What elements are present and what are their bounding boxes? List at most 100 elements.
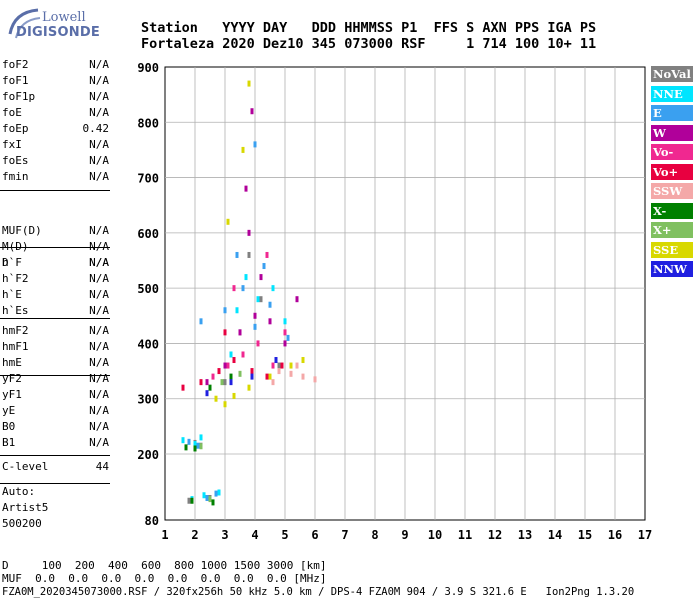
- param-name: foEs: [2, 154, 29, 167]
- data-point-sse: [241, 146, 245, 153]
- param-name: h`F: [2, 256, 22, 269]
- header-values: Fortaleza 2020 Dez10 345 073000 RSF 1 71…: [141, 36, 597, 52]
- param-name: h`Es: [2, 304, 29, 317]
- logo-text-lowell: Lowell: [42, 10, 86, 25]
- param-value: N/A: [89, 58, 109, 71]
- autoscaling-line1: Auto:: [2, 485, 36, 498]
- param-value: N/A: [89, 170, 109, 183]
- param-row-mufd: MUF(D) N/A: [2, 223, 109, 239]
- data-point-sse: [214, 395, 218, 402]
- param-name: hmF2: [2, 324, 29, 337]
- y-tick-label: 80: [145, 514, 159, 528]
- data-point-nnw: [274, 357, 278, 364]
- data-point-w: [259, 274, 263, 281]
- x-tick-label: 6: [311, 528, 318, 542]
- x-tick-label: 17: [638, 528, 652, 542]
- data-point-nne: [256, 296, 260, 303]
- data-point-vo: [223, 329, 227, 336]
- param-name: h`E: [2, 288, 22, 301]
- x-tick-label: 2: [191, 528, 198, 542]
- legend-item-vo: Vo-: [651, 144, 693, 160]
- param-name: hmF1: [2, 340, 29, 353]
- param-row-md: M(D) N/A: [2, 239, 109, 255]
- data-point-e: [268, 301, 272, 308]
- data-point-e: [214, 490, 218, 497]
- param-row-fmin: fmin N/A: [2, 169, 109, 185]
- y-tick-label: 600: [137, 227, 159, 241]
- param-row-hf: h`F N/A: [2, 255, 109, 271]
- param-value: N/A: [89, 324, 109, 337]
- param-name: yE: [2, 404, 16, 417]
- param-value: N/A: [89, 436, 109, 449]
- data-point-ssw: [301, 373, 305, 380]
- separator: [0, 455, 110, 456]
- param-row-b1: B1 N/A: [2, 435, 109, 451]
- param-row-clevel: C-level 44: [2, 459, 109, 475]
- legend-item-w: W: [651, 124, 693, 141]
- data-point-vo: [226, 362, 230, 369]
- x-tick-label: 1: [161, 528, 168, 542]
- param-value: N/A: [89, 420, 109, 433]
- param-name: C-level: [2, 460, 49, 473]
- data-point-x: [238, 370, 242, 377]
- param-value: N/A: [89, 74, 109, 87]
- data-point-ssw: [289, 370, 293, 377]
- param-name: fmin: [2, 170, 29, 183]
- x-tick-label: 3: [221, 528, 228, 542]
- param-value: N/A: [89, 404, 109, 417]
- data-point-x: [211, 499, 215, 506]
- data-point-e: [253, 323, 257, 330]
- data-point-sse: [289, 362, 293, 369]
- station-header: Station YYYY DAY DDD HHMMSS P1 FFS S AXN…: [141, 20, 596, 52]
- param-value: N/A: [89, 90, 109, 103]
- param-name: h`F2: [2, 272, 29, 285]
- autoscaling-line2: Artist5: [2, 501, 49, 514]
- data-point-nnw: [250, 373, 254, 380]
- param-row-foes: foEs N/A: [2, 153, 109, 169]
- param-value: N/A: [89, 138, 109, 151]
- x-tick-label: 7: [341, 528, 348, 542]
- data-point-e: [253, 141, 257, 148]
- data-point-w: [223, 362, 227, 369]
- data-point-x: [208, 384, 212, 391]
- param-name: fxI: [2, 138, 22, 151]
- data-point-nne: [244, 274, 248, 281]
- data-point-vo: [250, 368, 254, 375]
- data-point-w: [253, 312, 257, 319]
- param-name: hmE: [2, 356, 22, 369]
- data-point-vo: [199, 379, 203, 386]
- data-point-e: [262, 263, 266, 270]
- data-point-w: [244, 185, 248, 192]
- param-value: N/A: [89, 272, 109, 285]
- param-row-hmf2: hmF2 N/A: [2, 323, 109, 339]
- y-tick-label: 900: [137, 61, 159, 75]
- autoscaling-line3: 500200: [2, 517, 42, 530]
- data-point-vo: [232, 357, 236, 364]
- param-value: N/A: [89, 256, 109, 269]
- param-name: yF1: [2, 388, 22, 401]
- x-tick-label: 11: [458, 528, 472, 542]
- logo-text-digisonde: DIGISONDE: [16, 25, 100, 40]
- data-point-w: [250, 108, 254, 115]
- digisonde-logo: Lowell DIGISONDE: [4, 4, 100, 44]
- data-point-vo: [181, 384, 185, 391]
- data-point-nne: [217, 489, 221, 496]
- param-row-hme: hmE N/A: [2, 355, 109, 371]
- param-row-foe: foE N/A: [2, 105, 109, 121]
- data-point-nne: [235, 307, 239, 314]
- data-point-noval: [223, 379, 227, 386]
- data-point-noval: [247, 251, 251, 258]
- distance-row: D 100 200 400 600 800 1000 1500 3000 [km…: [2, 559, 327, 572]
- x-tick-label: 13: [518, 528, 532, 542]
- legend-item-x: X+: [651, 222, 693, 238]
- data-point-sse: [301, 357, 305, 364]
- y-tick-label: 400: [137, 337, 159, 351]
- data-point-e: [199, 318, 203, 325]
- param-row-fof1: foF1 N/A: [2, 73, 109, 89]
- data-point-w: [268, 318, 272, 325]
- param-row-fof1p: foF1p N/A: [2, 89, 109, 105]
- data-point-ssw: [295, 362, 299, 369]
- param-row-b0: B0 N/A: [2, 419, 109, 435]
- data-point-ssw: [271, 379, 275, 386]
- data-point-e: [205, 495, 209, 501]
